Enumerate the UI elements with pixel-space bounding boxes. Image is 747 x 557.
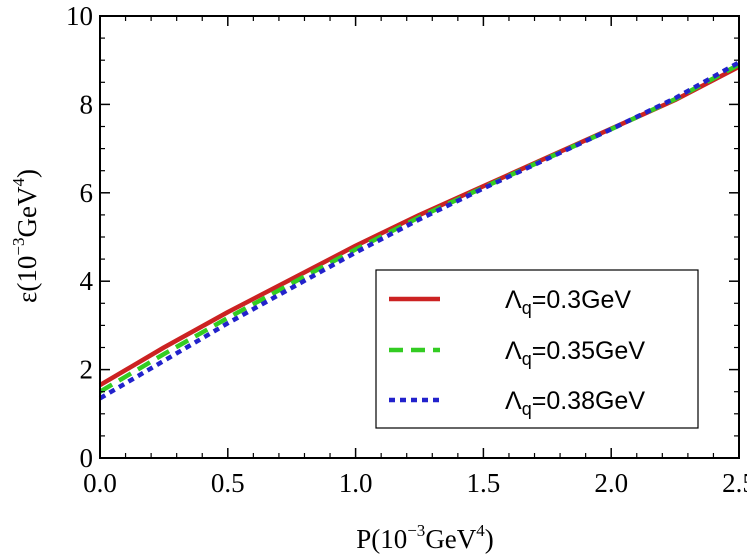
series-line-3 <box>98 60 741 401</box>
y-axis-label-suffix: ) <box>12 169 42 178</box>
tick-labels-layer: 0.0 0.5 1.0 1.5 2.0 2.5 0 2 4 6 8 10 <box>66 1 747 498</box>
y-axis-label-prefix: ε(10 <box>12 256 42 303</box>
x-axis-label: P(10−3GeV4) <box>356 521 494 554</box>
y-axis-label-unit: GeV <box>12 186 42 237</box>
x-axis-label-exponent: −3 <box>407 521 425 540</box>
legend-box <box>375 269 699 429</box>
y-axis-label-exponent-2: 4 <box>9 178 28 187</box>
x-tick-label: 2.5 <box>722 468 747 498</box>
y-tick-label: 10 <box>66 1 93 31</box>
y-axis-label-exponent: −3 <box>9 238 28 256</box>
y-tick-label: 0 <box>80 443 94 473</box>
x-tick-label: 1.0 <box>339 468 373 498</box>
x-axis-label-unit: GeV <box>425 524 476 554</box>
legend-label-series-3: Λq=0.38GeV <box>505 387 645 419</box>
x-tick-label: 0.0 <box>83 468 117 498</box>
x-axis-label-suffix: ) <box>485 524 494 554</box>
y-axis-label: ε(10−3GeV4) <box>9 169 42 303</box>
x-axis-label-exponent-2: 4 <box>476 521 485 540</box>
ticks-layer <box>99 15 740 459</box>
y-tick-label: 4 <box>80 266 94 296</box>
x-tick-label: 2.0 <box>594 468 628 498</box>
x-axis-label-prefix: P(10 <box>356 524 407 554</box>
legend-label-series-1: Λq=0.3GeV <box>505 286 631 318</box>
legend: Λq=0.3GeV Λq=0.35GeV Λq=0.38GeV <box>375 269 699 429</box>
legend-label-series-2: Λq=0.35GeV <box>505 337 645 369</box>
x-tick-label: 0.5 <box>211 468 245 498</box>
x-tick-label: 1.5 <box>467 468 501 498</box>
y-tick-label: 8 <box>80 89 94 119</box>
series-layer <box>98 60 741 401</box>
y-tick-label: 6 <box>80 178 94 208</box>
y-tick-label: 2 <box>80 355 94 385</box>
